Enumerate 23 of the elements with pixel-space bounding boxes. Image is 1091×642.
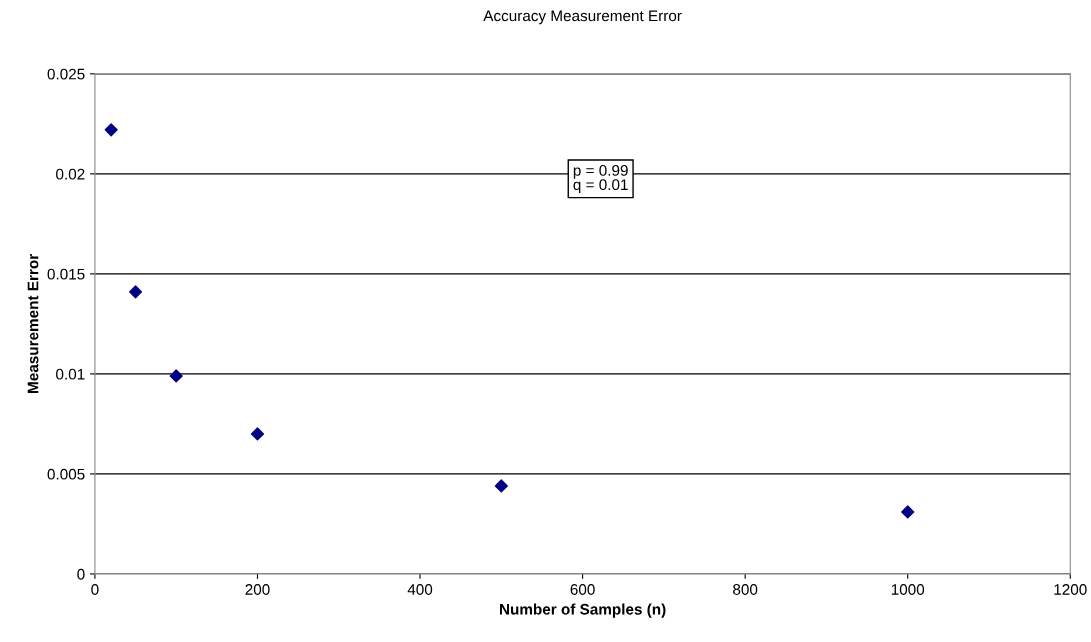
y-axis-title: Measurement Error [27,254,39,393]
x-tick-label: 200 [245,584,270,595]
point [494,479,508,493]
point [128,285,143,299]
x-tick-label: 800 [733,584,758,595]
y-tick-label: 0.02 [56,168,85,180]
point [901,505,915,519]
annotation: p = 0.99 q = 0.01 [573,165,628,194]
point [169,369,183,383]
point [250,427,265,441]
x-tick-label: 1200 [1054,584,1087,595]
x-tick-label: 0 [91,584,99,595]
point [104,123,118,137]
x-tick-label: 400 [407,584,433,595]
y-tick-label: 0 [77,568,85,580]
y-tick-label: 0.005 [47,468,85,480]
y-tick-label: 0.01 [56,368,85,380]
y-tick-label: 0.015 [47,268,85,280]
x-tick-label: 600 [570,584,595,595]
x-axis-title: Number of Samples (n) [500,603,666,618]
y-tick-label: 0.025 [47,68,85,80]
chart-title: Accuracy Measurement Error [483,10,682,25]
x-tick-label: 1000 [891,584,925,595]
